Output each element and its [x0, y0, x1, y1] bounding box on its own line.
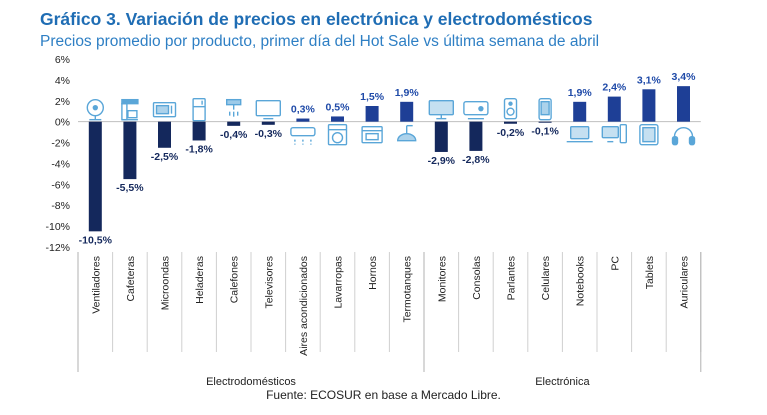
data-label: -0,2% [497, 127, 525, 139]
data-label: -1,8% [185, 143, 213, 155]
y-tick-label: 6% [55, 54, 70, 66]
data-label: 1,5% [360, 91, 385, 103]
category-label: Cafeteras [125, 256, 137, 302]
category-label: Hornos [367, 256, 379, 290]
laptop-icon [566, 125, 593, 143]
cellphone-icon [538, 97, 552, 121]
bar [504, 121, 517, 124]
monitor-icon [428, 99, 454, 120]
y-tick-label: 0% [55, 117, 70, 129]
bar [365, 106, 379, 122]
bar [677, 86, 690, 122]
microwave-icon [152, 101, 177, 118]
category-label: PC [609, 256, 621, 271]
y-tick-label: -12% [45, 242, 70, 254]
category-label: Heladeras [194, 256, 206, 304]
category-label: Celulares [540, 256, 552, 300]
chart-subtitle: Precios promedio por producto, primer dí… [40, 33, 600, 50]
category-label: Notebooks [575, 256, 587, 306]
data-label: 0,5% [326, 101, 351, 113]
bar [192, 121, 206, 141]
bar [88, 121, 102, 232]
fridge-icon [192, 97, 206, 122]
data-label: 0,3% [291, 104, 316, 116]
data-label: -2,5% [151, 151, 179, 163]
data-label: 1,9% [395, 87, 420, 99]
data-label: 3,1% [637, 74, 662, 86]
game-console-icon [463, 100, 489, 120]
category-label: Calefones [229, 256, 241, 303]
tv-icon [255, 99, 281, 120]
data-label: 3,4% [672, 71, 697, 83]
category-label: Tablets [644, 256, 656, 289]
data-label: 1,9% [568, 87, 593, 99]
y-tick-label: -8% [51, 200, 70, 212]
bar [607, 96, 621, 122]
category-label: Microondas [160, 256, 172, 310]
chart-title: Gráfico 3. Variación de precios en elect… [40, 9, 593, 29]
water-heater-icon [225, 98, 242, 117]
category-label: Monitores [436, 256, 448, 302]
group-label: Electrónica [535, 376, 590, 388]
bar [469, 121, 483, 151]
category-label: Auriculares [679, 256, 691, 309]
bar [261, 121, 275, 125]
desktop-pc-icon [601, 123, 627, 144]
y-tick-label: -6% [51, 179, 70, 191]
data-label: -2,9% [428, 155, 456, 167]
data-label: -0,1% [531, 126, 559, 138]
data-label: 2,4% [602, 82, 627, 94]
y-tick-label: -4% [51, 158, 70, 170]
bar [296, 118, 310, 122]
chart-source: Fuente: ECOSUR en base a Mercado Libre. [266, 388, 501, 402]
fan-icon [86, 98, 105, 121]
category-label: Consolas [471, 256, 483, 300]
tablet-icon [639, 123, 659, 146]
bar [331, 116, 344, 122]
category-label: Ventiladores [90, 256, 102, 314]
data-label: -0,4% [220, 129, 248, 141]
y-tick-label: -10% [45, 221, 70, 233]
bar [123, 121, 137, 180]
data-label: -10,5% [79, 234, 113, 246]
group-label: Electrodomésticos [206, 376, 296, 388]
data-label: -2,8% [462, 154, 490, 166]
y-tick-label: -2% [51, 138, 70, 150]
bar [434, 121, 448, 152]
bar-chart: 6% 4% 2% 0% -2% -4% -6% -8% -10% -12% Electrodomés… [45, 54, 702, 388]
category-label: Lavarropas [333, 256, 345, 309]
category-label: Televisores [263, 256, 275, 309]
bar [227, 121, 241, 126]
washing-machine-icon [327, 123, 348, 146]
headphones-icon [671, 126, 696, 146]
y-tick-label: 2% [55, 96, 70, 108]
bar [642, 89, 656, 122]
coffee-maker-icon [121, 98, 139, 121]
category-label: Parlantes [506, 256, 518, 300]
y-tick-label: 4% [55, 75, 70, 87]
oven-icon [361, 125, 383, 144]
bar [158, 121, 171, 148]
bar [573, 101, 587, 122]
data-label: -5,5% [116, 182, 144, 194]
speaker-icon [503, 97, 518, 120]
bar [400, 101, 414, 122]
category-label: Termotanques [402, 256, 414, 323]
bar [538, 121, 552, 123]
air-conditioner-icon [290, 126, 316, 145]
boiler-icon [396, 124, 417, 142]
data-label: -0,3% [255, 128, 283, 140]
category-label: Aires acondicionados [298, 256, 310, 356]
